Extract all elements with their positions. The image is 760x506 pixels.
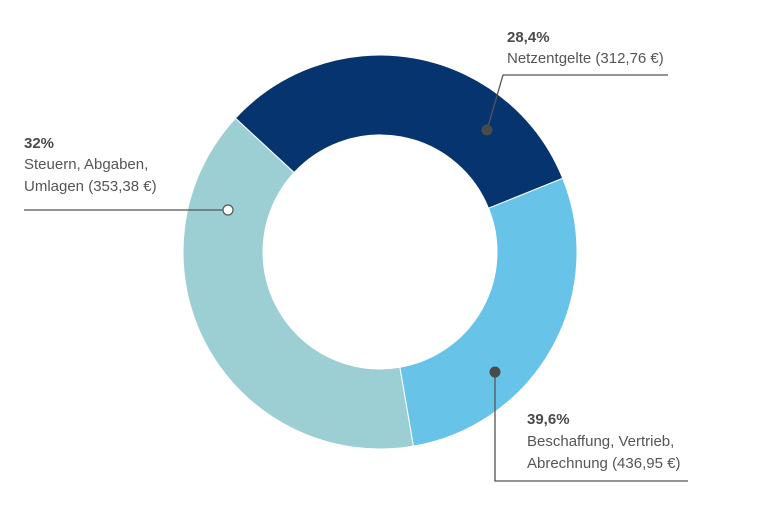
leader-dot-netzentgelte xyxy=(481,124,493,136)
leader-line-netzentgelte xyxy=(486,74,668,131)
slice-steuern xyxy=(234,54,564,209)
label-steuern-percent: 32% xyxy=(24,135,54,152)
label-beschaffung-text-line2: Abrechnung (436,95 €) xyxy=(527,455,680,472)
label-netzentgelte-text: Netzentgelte (312,76 €) xyxy=(507,50,664,67)
label-netzentgelte-percent: 28,4% xyxy=(507,29,550,46)
leader-dot-beschaffung xyxy=(489,366,501,378)
label-steuern-text-line1: Steuern, Abgaben, xyxy=(24,156,148,173)
label-beschaffung-percent: 39,6% xyxy=(527,411,570,428)
slice-beschaffung xyxy=(182,117,414,450)
label-steuern-text-line2: Umlagen (353,38 €) xyxy=(24,178,157,195)
leader-dot-steuern xyxy=(222,204,234,216)
label-beschaffung-text-line1: Beschaffung, Vertrieb, xyxy=(527,433,674,450)
leader-line-beschaffung xyxy=(494,372,688,482)
slice-netzentgelte xyxy=(399,177,578,447)
